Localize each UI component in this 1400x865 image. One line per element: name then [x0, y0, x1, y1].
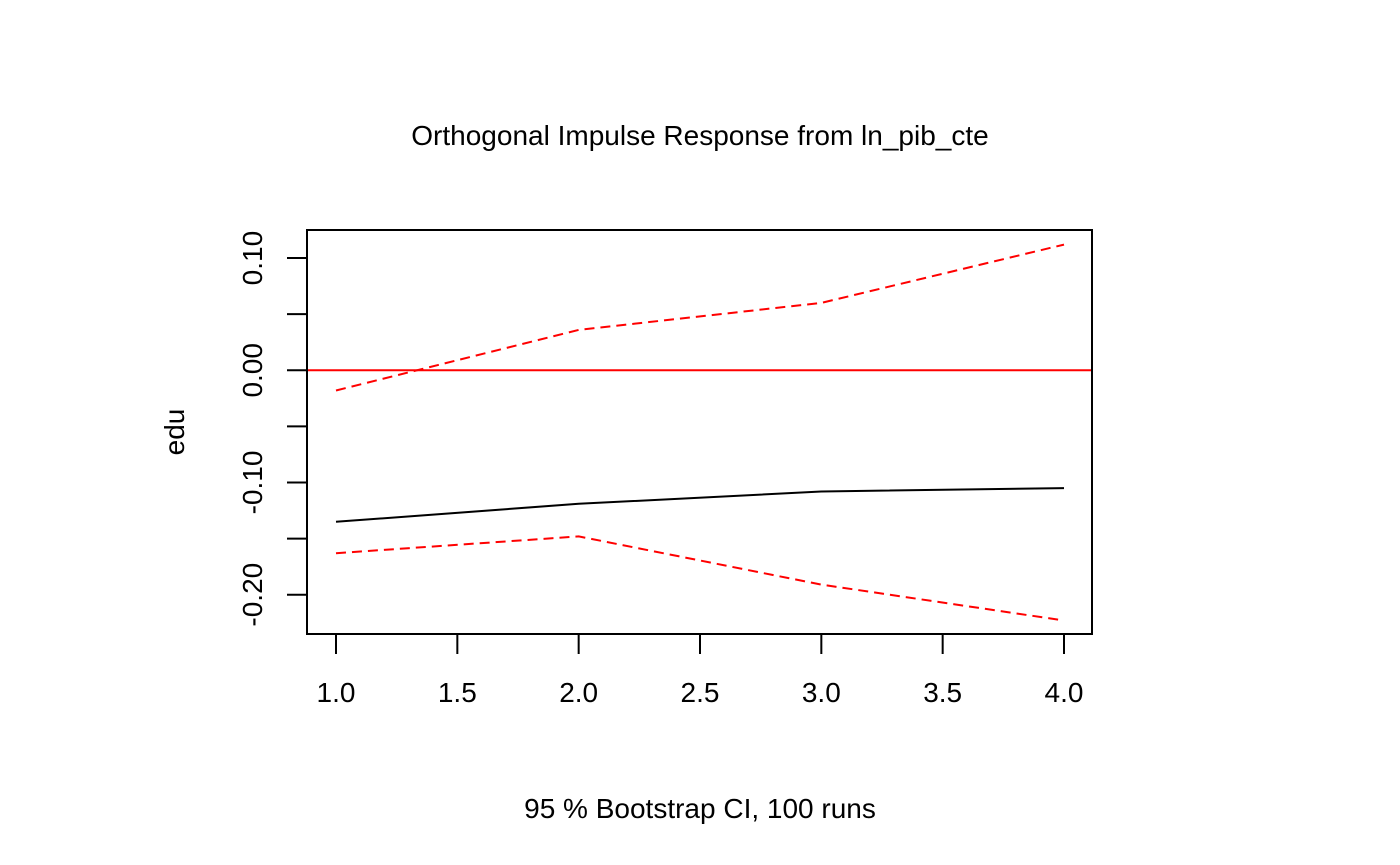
upper-ci-line: [335, 243, 1065, 392]
x-tick-label: 4.0: [1045, 677, 1084, 708]
x-tick-label: 2.5: [681, 677, 720, 708]
y-axis-label: edu: [159, 409, 190, 456]
x-tick-label: 3.0: [802, 677, 841, 708]
y-tick-label: 0.10: [237, 231, 268, 286]
plot-frame: [306, 229, 1093, 635]
x-tick-label: 1.0: [317, 677, 356, 708]
x-axis-label: 95 % Bootstrap CI, 100 runs: [524, 793, 876, 824]
y-tick-label: 0.00: [237, 343, 268, 398]
response-line: [335, 487, 1065, 523]
x-tick-label: 2.0: [559, 677, 598, 708]
x-tick-label: 3.5: [923, 677, 962, 708]
y-tick-label: -0.20: [237, 563, 268, 627]
y-tick-label: -0.10: [237, 451, 268, 515]
x-tick-label: 1.5: [438, 677, 477, 708]
lower-ci-line: [335, 535, 1065, 622]
chart-title: Orthogonal Impulse Response from ln_pib_…: [411, 120, 988, 151]
